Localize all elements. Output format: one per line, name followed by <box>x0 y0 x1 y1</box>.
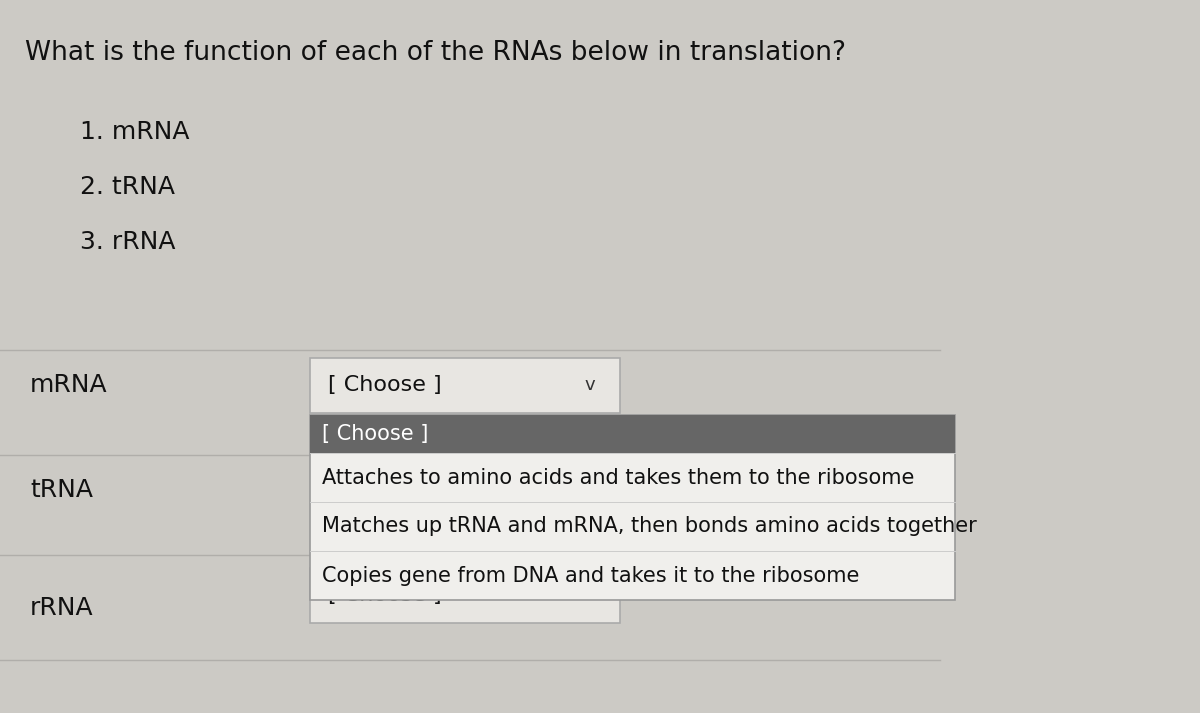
FancyBboxPatch shape <box>310 415 955 453</box>
Text: [ Choose ]: [ Choose ] <box>322 424 428 444</box>
FancyBboxPatch shape <box>310 568 620 623</box>
Text: 3. rRNA: 3. rRNA <box>80 230 175 254</box>
Text: tRNA: tRNA <box>30 478 94 502</box>
Text: mRNA: mRNA <box>30 373 108 397</box>
Text: Matches up tRNA and mRNA, then bonds amino acids together: Matches up tRNA and mRNA, then bonds ami… <box>322 516 977 536</box>
Text: rRNA: rRNA <box>30 596 94 620</box>
Text: 1. mRNA: 1. mRNA <box>80 120 190 144</box>
Text: [ Choose ]: [ Choose ] <box>328 585 442 605</box>
Text: v: v <box>584 376 595 394</box>
Text: [ Choose ]: [ Choose ] <box>328 376 442 396</box>
Text: 2. tRNA: 2. tRNA <box>80 175 175 199</box>
Text: What is the function of each of the RNAs below in translation?: What is the function of each of the RNAs… <box>25 40 846 66</box>
Text: Copies gene from DNA and takes it to the ribosome: Copies gene from DNA and takes it to the… <box>322 565 859 585</box>
Text: Attaches to amino acids and takes them to the ribosome: Attaches to amino acids and takes them t… <box>322 468 914 488</box>
Text: v: v <box>584 587 595 605</box>
FancyBboxPatch shape <box>310 415 955 600</box>
FancyBboxPatch shape <box>310 358 620 413</box>
